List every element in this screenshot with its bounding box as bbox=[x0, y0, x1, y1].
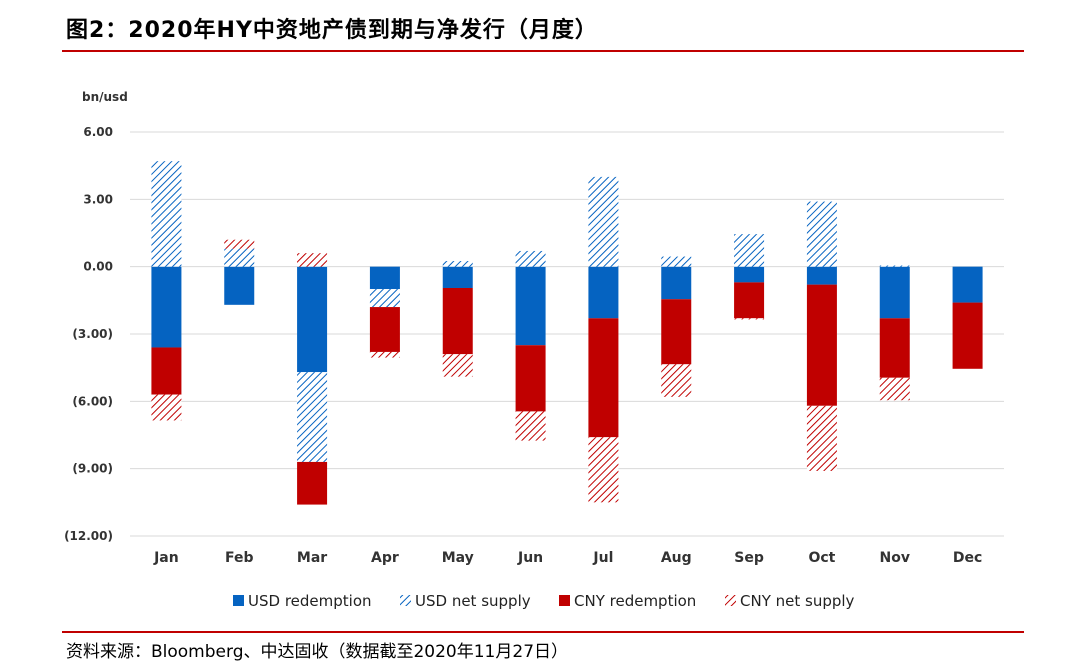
y-tick-label: 0.00 bbox=[83, 260, 113, 274]
bar-jul-cny-redemption bbox=[588, 318, 619, 438]
bar-aug-cny-net-supply bbox=[661, 364, 692, 397]
bar-aug-usd-net-supply bbox=[661, 256, 692, 267]
bar-mar-cny-net-supply bbox=[297, 253, 328, 267]
bar-oct-usd-redemption bbox=[806, 266, 837, 285]
bar-jun-usd-net-supply bbox=[515, 250, 546, 267]
legend: USD redemption USD net supply CNY redempti… bbox=[233, 592, 855, 610]
y-tick-label: 3.00 bbox=[83, 192, 113, 206]
bar-jan-usd-net-supply bbox=[151, 161, 182, 267]
bar-may-usd-net-supply bbox=[442, 261, 473, 267]
bar-may-usd-redemption bbox=[442, 266, 473, 288]
axes: bn/usd 6.00 3.00 0.00 (3.00) (6.00) (9.00) (12… bbox=[64, 90, 982, 566]
x-tick-label: Nov bbox=[880, 550, 910, 566]
bar-mar-cny-redemption bbox=[297, 461, 328, 505]
source-note: 资料来源：Bloomberg、中达固收（数据截至2020年11月27日） bbox=[66, 642, 569, 662]
figure-title: 图2：2020年HY中资地产债到期与净发行（月度） bbox=[66, 18, 598, 43]
bar-dec-cny-redemption bbox=[952, 302, 983, 369]
bar-jul-usd-net-supply bbox=[588, 176, 619, 267]
legend-swatch bbox=[233, 595, 244, 606]
x-tick-label: Jan bbox=[153, 550, 179, 566]
title-rule bbox=[62, 50, 1024, 52]
y-tick-label: (3.00) bbox=[72, 327, 113, 341]
x-tick-label: Dec bbox=[953, 550, 982, 566]
bar-jan-cny-redemption bbox=[151, 347, 182, 395]
bar-may-cny-redemption bbox=[442, 287, 473, 355]
bar-apr-cny-redemption bbox=[369, 307, 400, 352]
bar-jul-usd-redemption bbox=[588, 266, 619, 319]
x-tick-label: Apr bbox=[371, 550, 399, 566]
bar-jun-usd-redemption bbox=[515, 266, 546, 346]
grid-lines bbox=[130, 131, 1004, 537]
bar-feb-usd-net-supply bbox=[224, 248, 255, 267]
bar-nov-cny-net-supply bbox=[879, 377, 910, 401]
x-tick-label: Oct bbox=[808, 550, 835, 566]
x-tick-label: Jul bbox=[592, 550, 613, 566]
bar-apr-cny-net-supply bbox=[369, 351, 400, 358]
legend-swatch bbox=[725, 595, 736, 606]
source-rule bbox=[62, 631, 1024, 633]
bar-aug-usd-redemption bbox=[661, 266, 692, 300]
x-tick-label: Mar bbox=[297, 550, 327, 566]
bar-jun-cny-net-supply bbox=[515, 411, 546, 441]
bar-aug-cny-redemption bbox=[661, 299, 692, 365]
bar-sep-cny-redemption bbox=[734, 282, 765, 319]
legend-label: CNY net supply bbox=[740, 592, 855, 610]
bar-apr-usd-redemption bbox=[369, 266, 400, 290]
bar-oct-usd-net-supply bbox=[806, 201, 837, 267]
bar-sep-usd-redemption bbox=[734, 266, 765, 283]
legend-swatch bbox=[559, 595, 570, 606]
y-tick-label: 6.00 bbox=[83, 125, 113, 139]
bar-nov-usd-net-supply bbox=[879, 265, 910, 267]
y-tick-label: (6.00) bbox=[72, 394, 113, 408]
y-tick-label: (12.00) bbox=[64, 529, 113, 543]
bar-feb-usd-redemption bbox=[224, 266, 255, 305]
bar-mar-usd-net-supply bbox=[297, 372, 328, 462]
bar-jul-cny-net-supply bbox=[588, 437, 619, 503]
bar-mar-usd-redemption bbox=[297, 266, 328, 373]
bar-nov-usd-redemption bbox=[879, 266, 910, 319]
bar-dec-usd-redemption bbox=[952, 266, 983, 303]
bar-sep-cny-net-supply bbox=[734, 318, 765, 320]
bar-jan-usd-redemption bbox=[151, 266, 182, 348]
legend-label: CNY redemption bbox=[574, 592, 696, 610]
x-tick-label: Jun bbox=[517, 550, 543, 566]
legend-label: USD redemption bbox=[248, 592, 372, 610]
bar-sep-usd-net-supply bbox=[734, 234, 765, 267]
bar-apr-usd-net-supply bbox=[369, 289, 400, 308]
bar-jan-cny-net-supply bbox=[151, 394, 182, 421]
bar-oct-cny-redemption bbox=[806, 284, 837, 406]
legend-swatch bbox=[400, 595, 411, 606]
legend-label: USD net supply bbox=[415, 592, 531, 610]
y-axis-label: bn/usd bbox=[82, 90, 128, 104]
y-tick-label: (9.00) bbox=[72, 462, 113, 476]
x-tick-label: Aug bbox=[661, 550, 692, 566]
bar-nov-cny-redemption bbox=[879, 318, 910, 378]
bars bbox=[151, 161, 983, 505]
bar-jun-cny-redemption bbox=[515, 345, 546, 412]
x-tick-label: Feb bbox=[225, 550, 254, 566]
bar-feb-cny-net-supply bbox=[224, 239, 255, 249]
bar-oct-cny-net-supply bbox=[806, 405, 837, 471]
x-tick-label: Sep bbox=[734, 550, 764, 566]
x-tick-label: May bbox=[442, 550, 474, 566]
bar-may-cny-net-supply bbox=[442, 354, 473, 377]
